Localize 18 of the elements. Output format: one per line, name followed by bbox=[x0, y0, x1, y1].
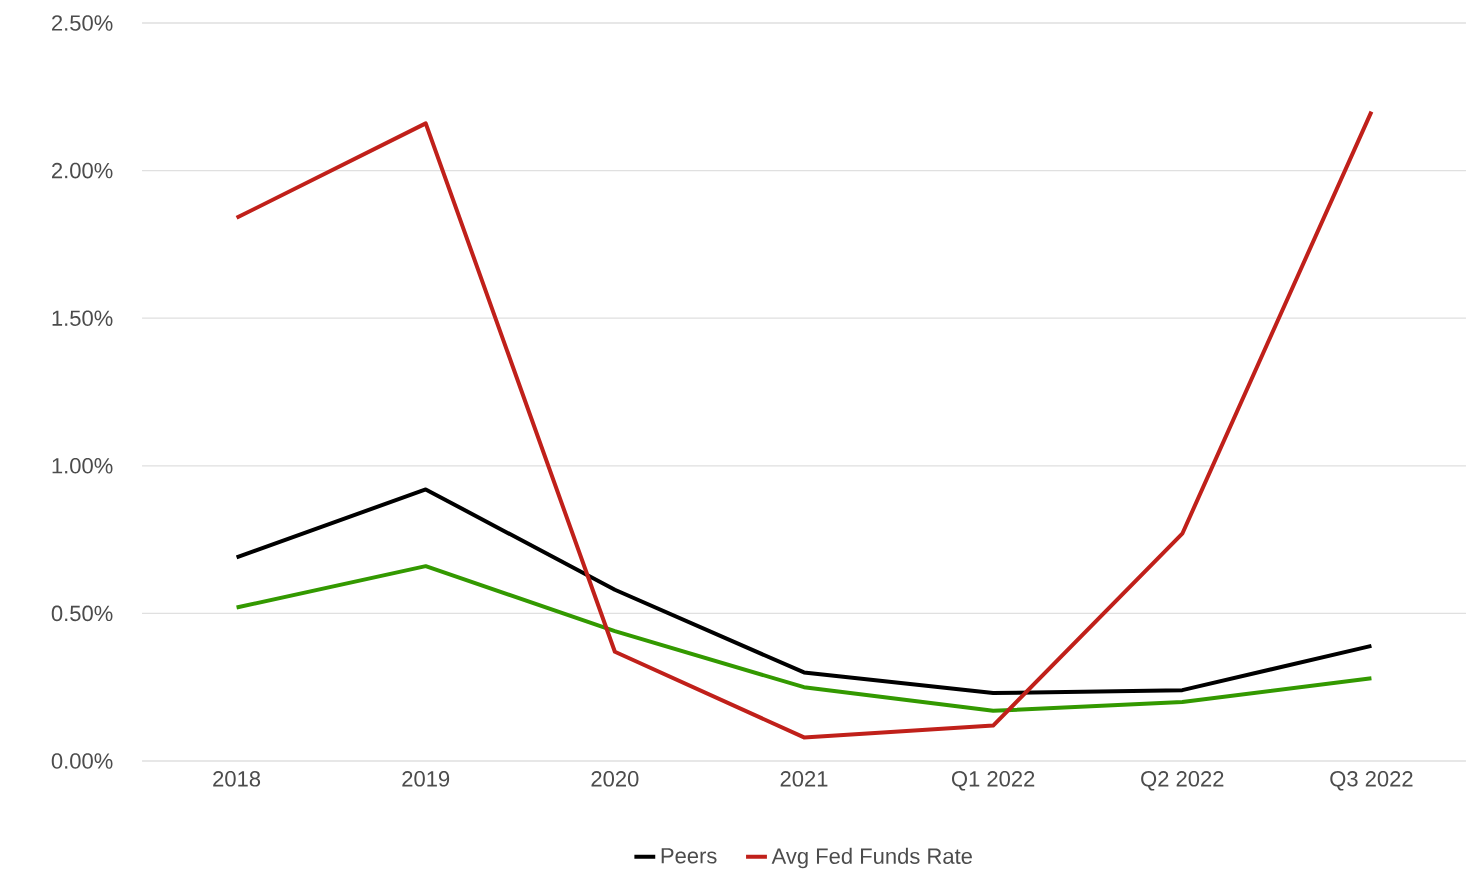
x-tick-label: 2020 bbox=[591, 771, 639, 787]
x-tick-label: Q1 2022 bbox=[951, 771, 1035, 791]
y-tick-label: 2.50% bbox=[52, 15, 113, 31]
line-series bbox=[234, 487, 1374, 696]
y-tick-label: 0.50% bbox=[51, 605, 113, 622]
y-tick-label: 1.00% bbox=[52, 458, 113, 474]
x-tick-label: Q3 2022 bbox=[1330, 771, 1413, 791]
y-tick-label: 1.50% bbox=[52, 310, 113, 326]
x-tick-label: 2019 bbox=[402, 771, 450, 787]
line-series bbox=[234, 109, 1374, 740]
x-tick-label: 2018 bbox=[213, 771, 261, 787]
x-tick-label: 2021 bbox=[780, 771, 828, 787]
y-tick-label: 0.00% bbox=[51, 753, 113, 769]
y-tick-label: 2.00% bbox=[52, 162, 113, 179]
legend-label: Avg Fed Funds Rate bbox=[771, 847, 972, 869]
legend-label: Peers bbox=[661, 848, 717, 864]
x-tick-label: Q2 2022 bbox=[1141, 771, 1224, 791]
line-series bbox=[234, 564, 1374, 713]
